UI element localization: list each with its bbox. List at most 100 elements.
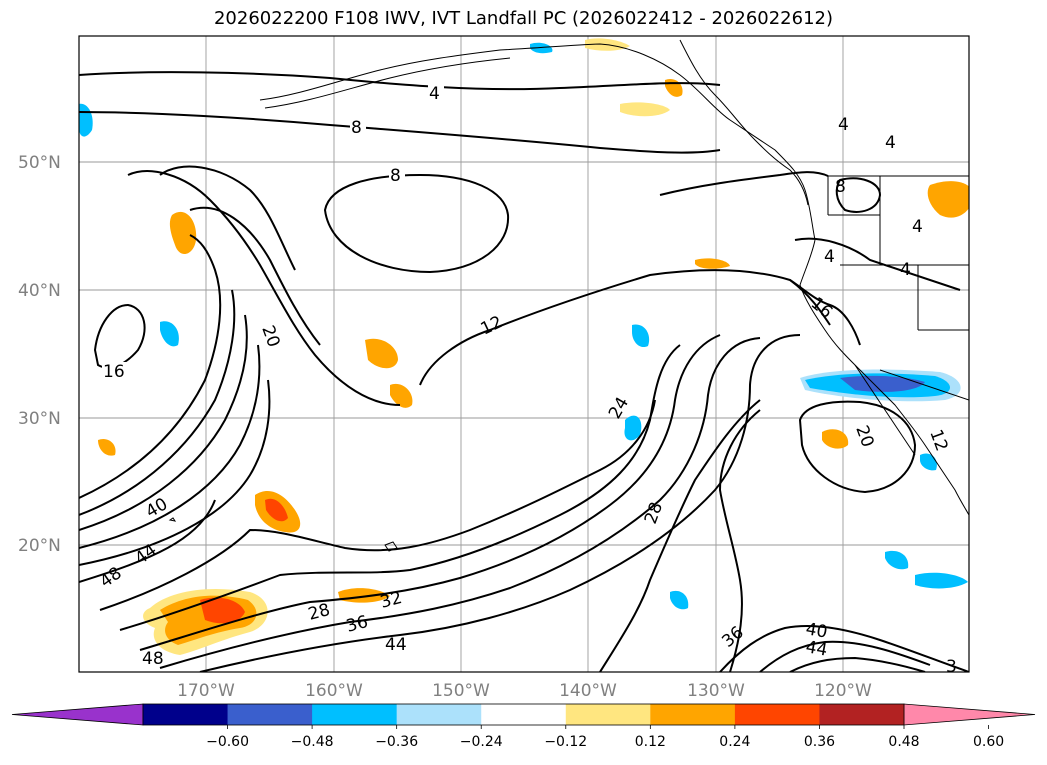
- contour-jet-5: [79, 379, 271, 566]
- contour-label: 3: [946, 657, 957, 677]
- neg-blob-120w-18n: [885, 550, 909, 570]
- contour-label: 48: [142, 649, 164, 669]
- colorbar-tick-label: 0.12: [635, 734, 666, 750]
- contour-jet-8: [119, 344, 681, 631]
- coast-alaska-inner: [264, 57, 511, 109]
- map-frame: [78, 35, 970, 673]
- contour-40-se: [759, 640, 931, 672]
- colorbar-bin: [565, 704, 651, 725]
- colorbar-outline: [142, 703, 905, 726]
- positive-anomaly-shading: [98, 38, 969, 655]
- contour-jet-7: [99, 399, 656, 611]
- contour-36-se: [719, 624, 969, 672]
- lat-label-50n: 50°N: [18, 153, 61, 173]
- neg-blob-115w-27n: [920, 453, 937, 471]
- iwv-contours: [79, 71, 969, 672]
- map-panel: [79, 36, 969, 672]
- contour-label: 4: [900, 260, 911, 280]
- lon-label-140w: 140°W: [559, 681, 617, 701]
- lon-label-120w: 120°W: [814, 681, 872, 701]
- neg-blob-135w-29n: [624, 415, 642, 441]
- coast-canada-west: [679, 39, 809, 206]
- pos-blob-midpacific-red: [265, 498, 288, 522]
- graticule: [79, 36, 969, 672]
- contour-label: 4: [885, 133, 896, 153]
- contour-20: [127, 170, 401, 406]
- colorbar-tick-label: −0.36: [375, 734, 418, 750]
- contour-20-closed-baja: [798, 400, 917, 494]
- colorbar-tick-label: 0.48: [888, 734, 919, 750]
- contour-16: [159, 165, 296, 271]
- neg-blob-133w-14n: [670, 590, 689, 610]
- contour-coastal-16: [789, 279, 861, 346]
- contour-jet-3: [79, 314, 248, 531]
- colorbar-tick-label: 0.60: [973, 734, 1004, 750]
- border-us-mexico: [879, 369, 969, 401]
- longitude-labels: 170°W 160°W 150°W 140°W 130°W 120°W: [177, 681, 872, 701]
- neg-blob-135w-35n: [632, 324, 650, 348]
- colorbar-bin: [143, 704, 229, 725]
- coast-baja: [854, 364, 916, 456]
- contour-label: 44: [804, 637, 829, 660]
- colorbar-tick-label: −0.48: [291, 734, 334, 750]
- contour-jet-1: [79, 234, 222, 499]
- contour-label: 8: [390, 166, 401, 186]
- pos-blob-170w-45n: [169, 211, 197, 255]
- colorbar: −0.60 −0.48 −0.36 −0.24 −0.12 0.12 0.24 0.36 0.4…: [11, 703, 1036, 750]
- contour-4-north: [79, 71, 721, 91]
- contour-20b: [189, 206, 321, 346]
- pos-blob-150w-35n: [365, 338, 398, 369]
- lon-label-130w: 130°W: [687, 681, 745, 701]
- contour-24-east: [718, 409, 761, 672]
- colorbar-tick-label: −0.24: [460, 734, 503, 750]
- neg-blob-115w-15n: [915, 572, 968, 589]
- contour-label: 4: [912, 217, 923, 237]
- contour-label: 4: [824, 247, 835, 267]
- colorbar-tick-label: −0.60: [206, 734, 249, 750]
- contour-interior-4: [794, 237, 961, 291]
- neg-blob-170w-36n: [160, 321, 179, 347]
- colorbar-bin: [396, 704, 482, 725]
- pos-blob-150w-31n: [390, 383, 413, 408]
- contour-label: 44: [385, 635, 407, 655]
- contour-8-closed: [323, 173, 510, 274]
- lon-label-150w: 150°W: [432, 681, 490, 701]
- colorbar-tick-label: 0.24: [719, 734, 750, 750]
- contour-label: 8: [835, 177, 846, 197]
- contour-jet-10: [159, 337, 761, 669]
- pos-blob-tropical-west-red: [200, 597, 245, 624]
- lon-label-170w: 170°W: [177, 681, 235, 701]
- neg-blob-baja-core: [840, 375, 925, 392]
- colorbar-bin: [819, 704, 905, 725]
- contour-interior-8: [835, 177, 882, 213]
- contour-jet-11: [199, 334, 801, 672]
- pos-blob-canada-interior: [927, 181, 969, 218]
- contour-jet-9: [139, 334, 721, 651]
- colorbar-bin: [227, 704, 313, 725]
- contour-jet-2: [79, 289, 236, 516]
- lon-label-160w: 160°W: [305, 681, 363, 701]
- colorbar-extend-low: [11, 703, 144, 726]
- contour-28-south: [599, 399, 761, 672]
- map-title: 2026022200 F108 IWV, IVT Landfall PC (20…: [213, 8, 834, 29]
- pos-blob-135w-55n: [620, 102, 670, 117]
- colorbar-bin: [481, 704, 567, 725]
- contour-label: 16: [103, 362, 125, 382]
- contour-label: 40: [804, 619, 829, 642]
- contour-label: 4: [429, 84, 440, 104]
- lat-label-20n: 20°N: [18, 536, 61, 556]
- colorbar-extend-high: [903, 703, 1036, 726]
- colorbar-bin: [650, 704, 736, 725]
- pos-blob-175w-28n: [98, 438, 116, 456]
- colorbar-tick-label: −0.12: [544, 734, 587, 750]
- lat-label-30n: 30°N: [18, 409, 61, 429]
- latitude-labels: 50°N 40°N 30°N 20°N: [18, 153, 61, 556]
- contour-jet-4: [79, 344, 261, 549]
- pos-blob-122w-28n: [822, 429, 849, 449]
- colorbar-bin: [734, 704, 820, 725]
- lat-label-40n: 40°N: [18, 281, 61, 301]
- coast-alaska: [259, 43, 816, 241]
- colorbar-bin: [312, 704, 398, 725]
- contour-44-se: [789, 656, 926, 672]
